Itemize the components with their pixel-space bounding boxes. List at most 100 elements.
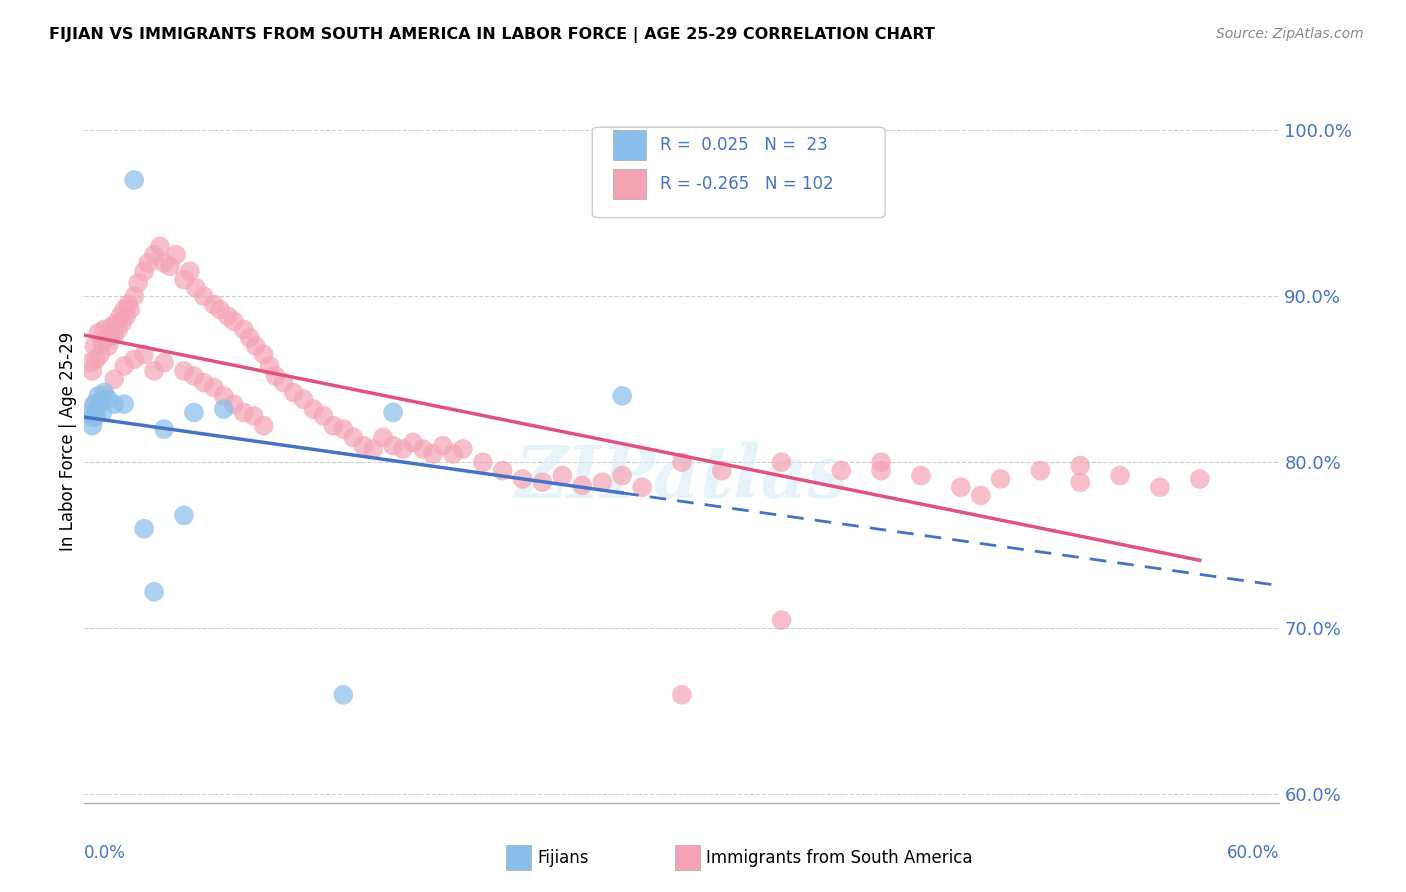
Point bbox=[110, 309, 132, 323]
Point bbox=[153, 256, 176, 270]
Point bbox=[312, 409, 335, 423]
Point bbox=[222, 314, 245, 328]
Point bbox=[283, 385, 305, 400]
Point bbox=[107, 322, 129, 336]
Point bbox=[86, 352, 108, 367]
Point bbox=[253, 418, 276, 433]
Point bbox=[208, 302, 231, 317]
Point bbox=[82, 418, 104, 433]
Point bbox=[93, 385, 115, 400]
Point bbox=[512, 472, 534, 486]
Point bbox=[165, 248, 187, 262]
Point bbox=[89, 395, 111, 409]
Point bbox=[91, 405, 114, 419]
Point bbox=[96, 331, 118, 345]
Point bbox=[153, 422, 176, 436]
Point bbox=[402, 435, 425, 450]
Point bbox=[122, 352, 145, 367]
Point bbox=[112, 302, 135, 317]
Point bbox=[612, 468, 634, 483]
Point bbox=[202, 297, 225, 311]
Point bbox=[292, 392, 315, 407]
Point bbox=[222, 397, 245, 411]
Point bbox=[212, 402, 235, 417]
Point bbox=[332, 688, 354, 702]
Point bbox=[631, 480, 654, 494]
Text: 0.0%: 0.0% bbox=[84, 845, 127, 863]
Point bbox=[112, 359, 135, 373]
Point bbox=[193, 376, 215, 390]
Point bbox=[870, 464, 893, 478]
Point bbox=[159, 260, 181, 274]
Point bbox=[120, 302, 142, 317]
Point bbox=[103, 397, 125, 411]
Point bbox=[86, 409, 108, 423]
Point bbox=[239, 331, 262, 345]
Point bbox=[132, 347, 156, 361]
Point bbox=[97, 392, 120, 407]
Point bbox=[173, 508, 195, 523]
Point bbox=[612, 389, 634, 403]
Point bbox=[82, 410, 104, 425]
Point bbox=[870, 455, 893, 469]
Point bbox=[83, 397, 105, 411]
Point bbox=[352, 439, 374, 453]
Point bbox=[441, 447, 464, 461]
Point bbox=[212, 389, 235, 403]
Point bbox=[83, 339, 105, 353]
Point bbox=[91, 335, 114, 350]
Point bbox=[193, 289, 215, 303]
Point bbox=[382, 439, 405, 453]
Point bbox=[103, 329, 125, 343]
Point bbox=[970, 489, 993, 503]
Point bbox=[105, 316, 128, 330]
Point bbox=[1188, 472, 1211, 486]
Point bbox=[432, 439, 454, 453]
Point bbox=[132, 264, 156, 278]
Point bbox=[82, 364, 104, 378]
Point bbox=[382, 405, 405, 419]
Point bbox=[232, 322, 254, 336]
Point bbox=[322, 418, 344, 433]
Point bbox=[112, 397, 135, 411]
Text: Source: ZipAtlas.com: Source: ZipAtlas.com bbox=[1216, 27, 1364, 41]
Point bbox=[949, 480, 972, 494]
Point bbox=[245, 339, 267, 353]
Point bbox=[93, 322, 115, 336]
Point bbox=[770, 613, 793, 627]
Point bbox=[136, 256, 159, 270]
Point bbox=[122, 289, 145, 303]
Point bbox=[143, 585, 166, 599]
Point bbox=[422, 447, 444, 461]
Point bbox=[990, 472, 1012, 486]
Point bbox=[143, 248, 166, 262]
Point bbox=[451, 442, 474, 456]
Point bbox=[361, 442, 384, 456]
Point bbox=[153, 356, 176, 370]
Point bbox=[101, 319, 124, 334]
Point bbox=[571, 478, 593, 492]
Point bbox=[242, 409, 264, 423]
Point bbox=[79, 356, 101, 370]
Point bbox=[184, 281, 207, 295]
Point bbox=[770, 455, 793, 469]
Point bbox=[86, 402, 108, 417]
Point bbox=[173, 272, 195, 286]
Point bbox=[1069, 458, 1091, 473]
Point bbox=[87, 389, 110, 403]
Point bbox=[1069, 475, 1091, 490]
Text: Fijians: Fijians bbox=[537, 849, 589, 867]
Point bbox=[79, 405, 101, 419]
Point bbox=[332, 422, 354, 436]
Point bbox=[671, 688, 693, 702]
Point bbox=[253, 347, 276, 361]
Point bbox=[373, 430, 395, 444]
FancyBboxPatch shape bbox=[613, 169, 647, 199]
Y-axis label: In Labor Force | Age 25-29: In Labor Force | Age 25-29 bbox=[59, 332, 77, 551]
Point bbox=[412, 442, 434, 456]
Point bbox=[710, 464, 733, 478]
Point bbox=[89, 347, 111, 361]
Point bbox=[671, 455, 693, 469]
Point bbox=[117, 297, 139, 311]
Point bbox=[302, 402, 325, 417]
